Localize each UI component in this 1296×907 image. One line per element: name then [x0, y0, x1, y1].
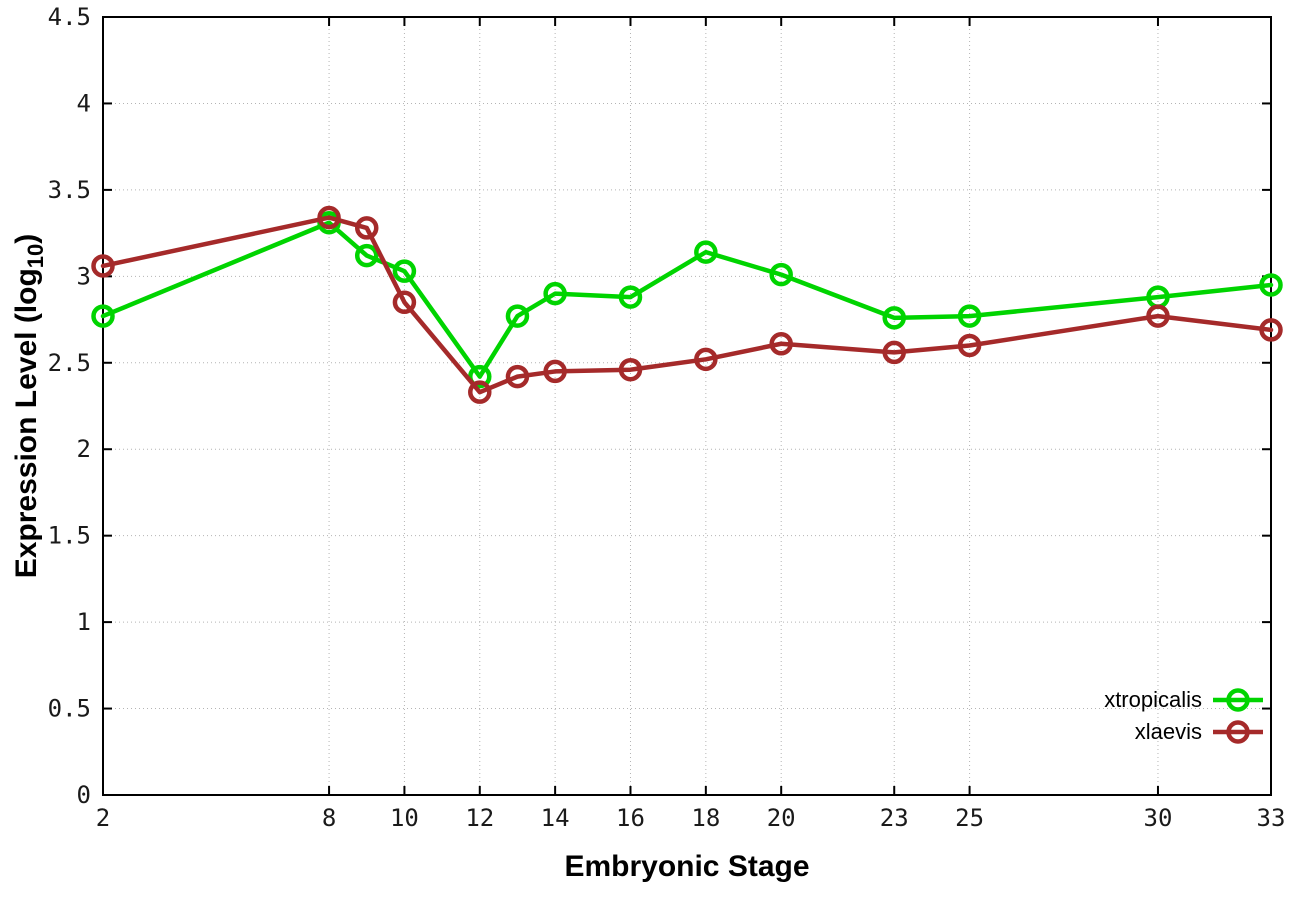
x-tick-label: 8 [322, 804, 336, 832]
data-point-xtropicalis [1259, 273, 1283, 297]
data-point-xtropicalis [392, 259, 417, 283]
y-axis-title-close: ) [10, 233, 43, 244]
legend-label-xlaevis: xlaevis [1134, 719, 1202, 744]
y-tick-label: 2.5 [48, 349, 91, 377]
data-point-xlaevis [468, 380, 492, 404]
line-marker-icon [1213, 688, 1263, 712]
series-line-xlaevis [100, 215, 1274, 395]
legend: xtropicalis xlaevis [1104, 684, 1264, 748]
y-tick-label: 3 [77, 262, 91, 290]
series-line-xtropicalis [100, 220, 1274, 379]
legend-item-xtropicalis: xtropicalis [1104, 684, 1264, 716]
x-tick-label: 18 [691, 804, 720, 832]
data-point-xtropicalis [91, 304, 115, 328]
data-point-xtropicalis [543, 281, 567, 306]
y-tick-label: 4.5 [48, 3, 91, 31]
legend-label-xtropicalis: xtropicalis [1104, 687, 1202, 712]
x-tick-label: 30 [1144, 804, 1173, 832]
data-point-xtropicalis [468, 364, 492, 389]
x-tick-label: 33 [1257, 804, 1286, 832]
data-point-xlaevis [505, 364, 530, 389]
line-marker-icon [1213, 720, 1263, 744]
y-tick-label: 2 [77, 435, 91, 463]
x-tick-label: 14 [541, 804, 570, 832]
data-point-xlaevis [91, 254, 115, 278]
data-point-xtropicalis [957, 304, 982, 328]
x-tick-label: 25 [955, 804, 984, 832]
data-point-xlaevis [543, 359, 567, 384]
x-tick-label: 23 [880, 804, 909, 832]
y-axis-title: Expression Level (log10) [10, 1, 50, 811]
x-tick-label: 20 [767, 804, 796, 832]
data-point-xtropicalis [354, 243, 379, 268]
data-point-xtropicalis [618, 285, 643, 309]
data-point-xlaevis [618, 357, 643, 382]
y-tick-label: 3.5 [48, 176, 91, 204]
y-axis-title-subscript: 10 [23, 243, 48, 269]
data-point-xlaevis [769, 332, 793, 356]
y-axis-title-text: Expression Level (log [10, 268, 43, 579]
y-tick-label: 1.5 [48, 522, 91, 550]
x-tick-label: 16 [616, 804, 645, 832]
x-axis-title: Embryonic Stage [564, 850, 810, 883]
x-tick-label: 10 [390, 804, 419, 832]
data-point-xlaevis [882, 340, 906, 365]
data-point-xlaevis [392, 290, 417, 315]
plot-border [102, 16, 1272, 796]
data-point-xlaevis [354, 216, 379, 240]
data-point-xlaevis [1146, 304, 1170, 328]
x-tick-label: 12 [465, 804, 494, 832]
y-tick-label: 0.5 [48, 695, 91, 723]
data-point-xtropicalis [505, 304, 530, 328]
legend-item-xlaevis: xlaevis [1104, 716, 1264, 748]
data-point-xtropicalis [882, 306, 906, 330]
y-tick-label: 0 [77, 781, 91, 809]
y-tick-label: 1 [77, 608, 91, 636]
data-point-xlaevis [694, 347, 718, 372]
data-point-xtropicalis [694, 240, 718, 264]
y-tick-label: 4 [77, 89, 91, 117]
x-tick-label: 2 [96, 804, 110, 832]
data-point-xlaevis [1259, 318, 1283, 342]
data-point-xlaevis [957, 333, 982, 358]
data-point-xtropicalis [769, 262, 793, 287]
data-point-xlaevis [317, 205, 341, 230]
